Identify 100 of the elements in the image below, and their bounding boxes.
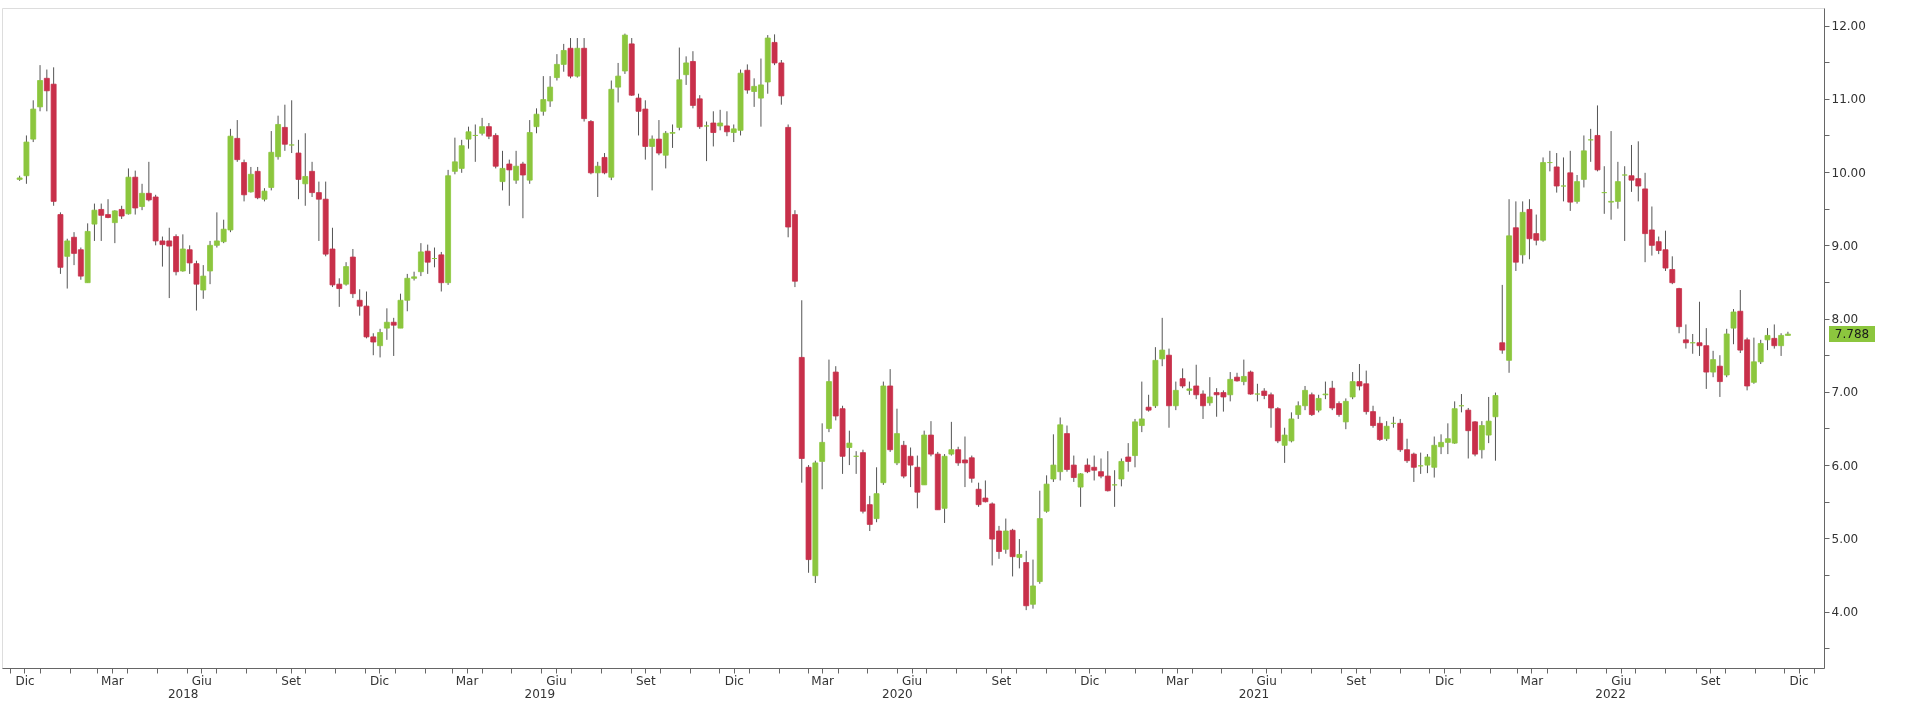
candlestick [1111, 469, 1118, 508]
x-tick-label: Mar [455, 673, 479, 688]
candlestick [288, 99, 295, 154]
candlestick [64, 238, 71, 290]
candlestick [179, 233, 186, 273]
candlestick [499, 150, 506, 191]
candlestick [717, 109, 724, 131]
candlestick [200, 264, 207, 300]
x-tick-label: Set [635, 673, 656, 688]
x-tick-label: Dic [1789, 673, 1809, 688]
candlestick [819, 422, 826, 490]
candlestick [520, 161, 526, 219]
candlestick [683, 55, 690, 86]
candlestick [1206, 376, 1213, 407]
candlestick [1621, 165, 1628, 242]
candlestick [846, 430, 853, 466]
x-tick-label: Dic [15, 673, 35, 688]
x-tick-label: Mar [1165, 673, 1189, 688]
x-tick-label: Dic [1080, 673, 1100, 688]
candlestick [506, 159, 513, 207]
candlestick [417, 242, 424, 277]
candlestick [1682, 323, 1689, 350]
candlestick [424, 244, 431, 275]
x-tick-label: Giu [1256, 673, 1277, 688]
x-tick-label: Set [1346, 673, 1367, 688]
candlestick [594, 161, 601, 198]
x2-tick-label: 2022 [1595, 686, 1626, 701]
x-tick-label: Dic [724, 673, 744, 688]
candlestick [281, 104, 288, 152]
y-tick-label: 12.00 [1831, 19, 1866, 34]
candlestick [479, 117, 485, 136]
x2-tick-label: 2018 [167, 686, 199, 701]
y-tick-label: 6.00 [1831, 458, 1859, 473]
candlestick [1383, 420, 1390, 442]
candlestick [513, 150, 520, 185]
candlestick [1159, 317, 1166, 367]
candlestick [1016, 538, 1023, 569]
candlestick [383, 307, 390, 341]
candlestick [1179, 367, 1186, 389]
candlestick [1125, 442, 1132, 473]
text: 7.788 [1834, 327, 1870, 342]
candlestick [724, 110, 730, 137]
y-tick-label: 9.00 [1831, 238, 1859, 253]
y-tick-label: 8.00 [1831, 312, 1859, 327]
candlestick [1172, 381, 1179, 411]
candlestick [1587, 128, 1594, 163]
candlestick [377, 328, 383, 358]
x-tick-label: Mar [101, 673, 124, 688]
candlestick [1710, 350, 1716, 378]
candlestick [1349, 371, 1356, 400]
candlestick [601, 152, 608, 175]
candlestick [1574, 174, 1580, 205]
x-tick-label: Dic [370, 673, 390, 688]
x-tick-label: Mar [1520, 673, 1544, 688]
candlestick [1240, 359, 1247, 386]
candlestick [247, 166, 254, 194]
candlestick [615, 62, 622, 103]
x-tick-label: Dic [1434, 673, 1455, 688]
candlestick [390, 317, 397, 357]
candlestick [1002, 518, 1009, 555]
y-tick-label: 5.00 [1831, 531, 1859, 546]
candlestick [302, 132, 309, 207]
candlestick [1669, 255, 1676, 285]
candlestick [1118, 458, 1125, 487]
candlestick [649, 134, 656, 191]
y-tick-label: 4.00 [1831, 605, 1859, 620]
candlestick [1764, 327, 1771, 351]
x2-tick-label: 2019 [524, 686, 556, 701]
candlestick [1227, 371, 1234, 402]
x-tick-label: Giu [546, 673, 567, 688]
candlestick [533, 107, 540, 134]
x2-tick-label: 2021 [1238, 686, 1270, 701]
candlestick [1077, 472, 1084, 508]
candlestick [1342, 397, 1349, 430]
candlestick [948, 421, 955, 457]
candlestick [710, 110, 717, 147]
x2-tick-label: 2020 [882, 686, 913, 701]
candlestick [343, 261, 349, 287]
candlestick [1492, 392, 1499, 462]
candlestick [1247, 370, 1254, 396]
candlestick [1553, 152, 1560, 194]
candlestick [139, 183, 145, 211]
candlestick [1030, 559, 1036, 610]
candlestick [111, 209, 118, 244]
candlestick [1560, 156, 1567, 202]
x-tick-label: Set [1700, 673, 1721, 688]
candlestick [1717, 354, 1723, 398]
candlestick [744, 63, 751, 95]
y-tick-label: 10.00 [1831, 165, 1866, 180]
candlestick [234, 119, 241, 163]
candlestick [703, 121, 710, 162]
candlestick [1499, 284, 1506, 355]
candlestick [1730, 308, 1737, 345]
x-tick-label: Set [281, 673, 302, 688]
candlestick [1771, 323, 1778, 350]
y-tick-label: 11.00 [1831, 92, 1866, 107]
x-tick-label: Giu [1611, 673, 1632, 688]
y-tick-label: 7.00 [1831, 385, 1859, 400]
x-tick-label: Set [991, 673, 1012, 688]
candlestick [91, 203, 98, 242]
